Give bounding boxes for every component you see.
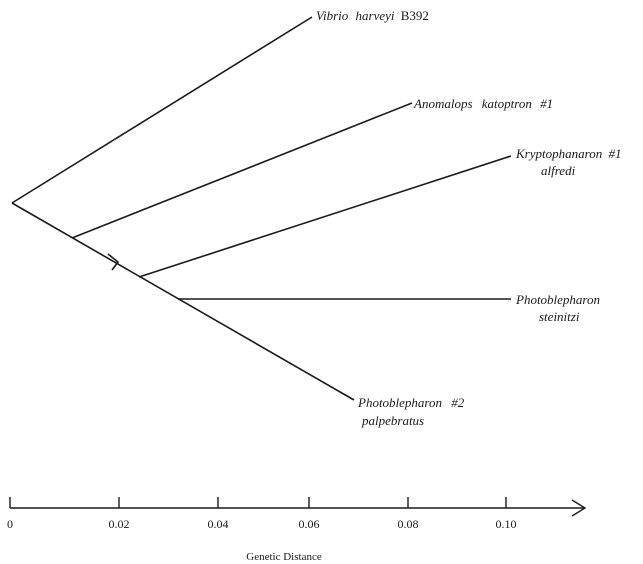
axis-tick-label-0.10: 0.10: [496, 517, 517, 531]
taxon-strain: #2: [451, 395, 465, 410]
taxon-strain: #1: [540, 96, 553, 111]
taxon-label-steinitzi-genus: Photoblepharon: [515, 292, 600, 307]
branch-trunk: [11, 202, 355, 401]
axis-tick-label-0: 0: [7, 517, 13, 531]
tree-branches: [11, 16, 512, 401]
taxon-labels: Vibrio harveyi B392 Anomalops katoptron …: [316, 8, 621, 428]
taxon-genus: Photoblepharon: [357, 395, 442, 410]
taxon-species: harveyi: [356, 8, 395, 23]
branch-anomalops: [71, 102, 413, 239]
taxon-genus: Kryptophanaron: [515, 146, 602, 161]
axis-title: Genetic Distance: [246, 551, 322, 563]
taxon-label-steinitzi-species: steinitzi: [539, 309, 580, 324]
distance-axis: 0 0.02 0.04 0.06 0.08 0.10 Genetic Dista…: [7, 497, 587, 563]
taxon-strain: B392: [401, 8, 429, 23]
taxon-genus: Anomalops: [413, 96, 473, 111]
taxon-label-vibrio: Vibrio harveyi B392: [316, 8, 429, 23]
axis-tick-label-0.06: 0.06: [299, 517, 320, 531]
axis-arrow-head: [571, 499, 587, 517]
taxon-label-palpebratus-species: palpebratus: [361, 413, 424, 428]
axis-tick-label-0.08: 0.08: [398, 517, 419, 531]
branch-kryptophanaron: [138, 155, 512, 278]
taxon-label-kryptophanaron-species: alfredi: [541, 163, 576, 178]
taxon-strain: #1: [608, 146, 621, 161]
branch-vibrio: [11, 16, 313, 204]
taxon-label-palpebratus-genus: Photoblepharon #2: [357, 395, 465, 410]
taxon-species: katoptron: [482, 96, 532, 111]
axis-tick-label-0.02: 0.02: [109, 517, 130, 531]
taxon-genus: Vibrio: [316, 8, 349, 23]
trunk-arrow-mark: [107, 253, 120, 271]
taxon-label-kryptophanaron-genus: Kryptophanaron #1: [515, 146, 621, 161]
axis-tick-label-0.04: 0.04: [208, 517, 229, 531]
taxon-label-anomalops: Anomalops katoptron #1: [413, 96, 553, 111]
